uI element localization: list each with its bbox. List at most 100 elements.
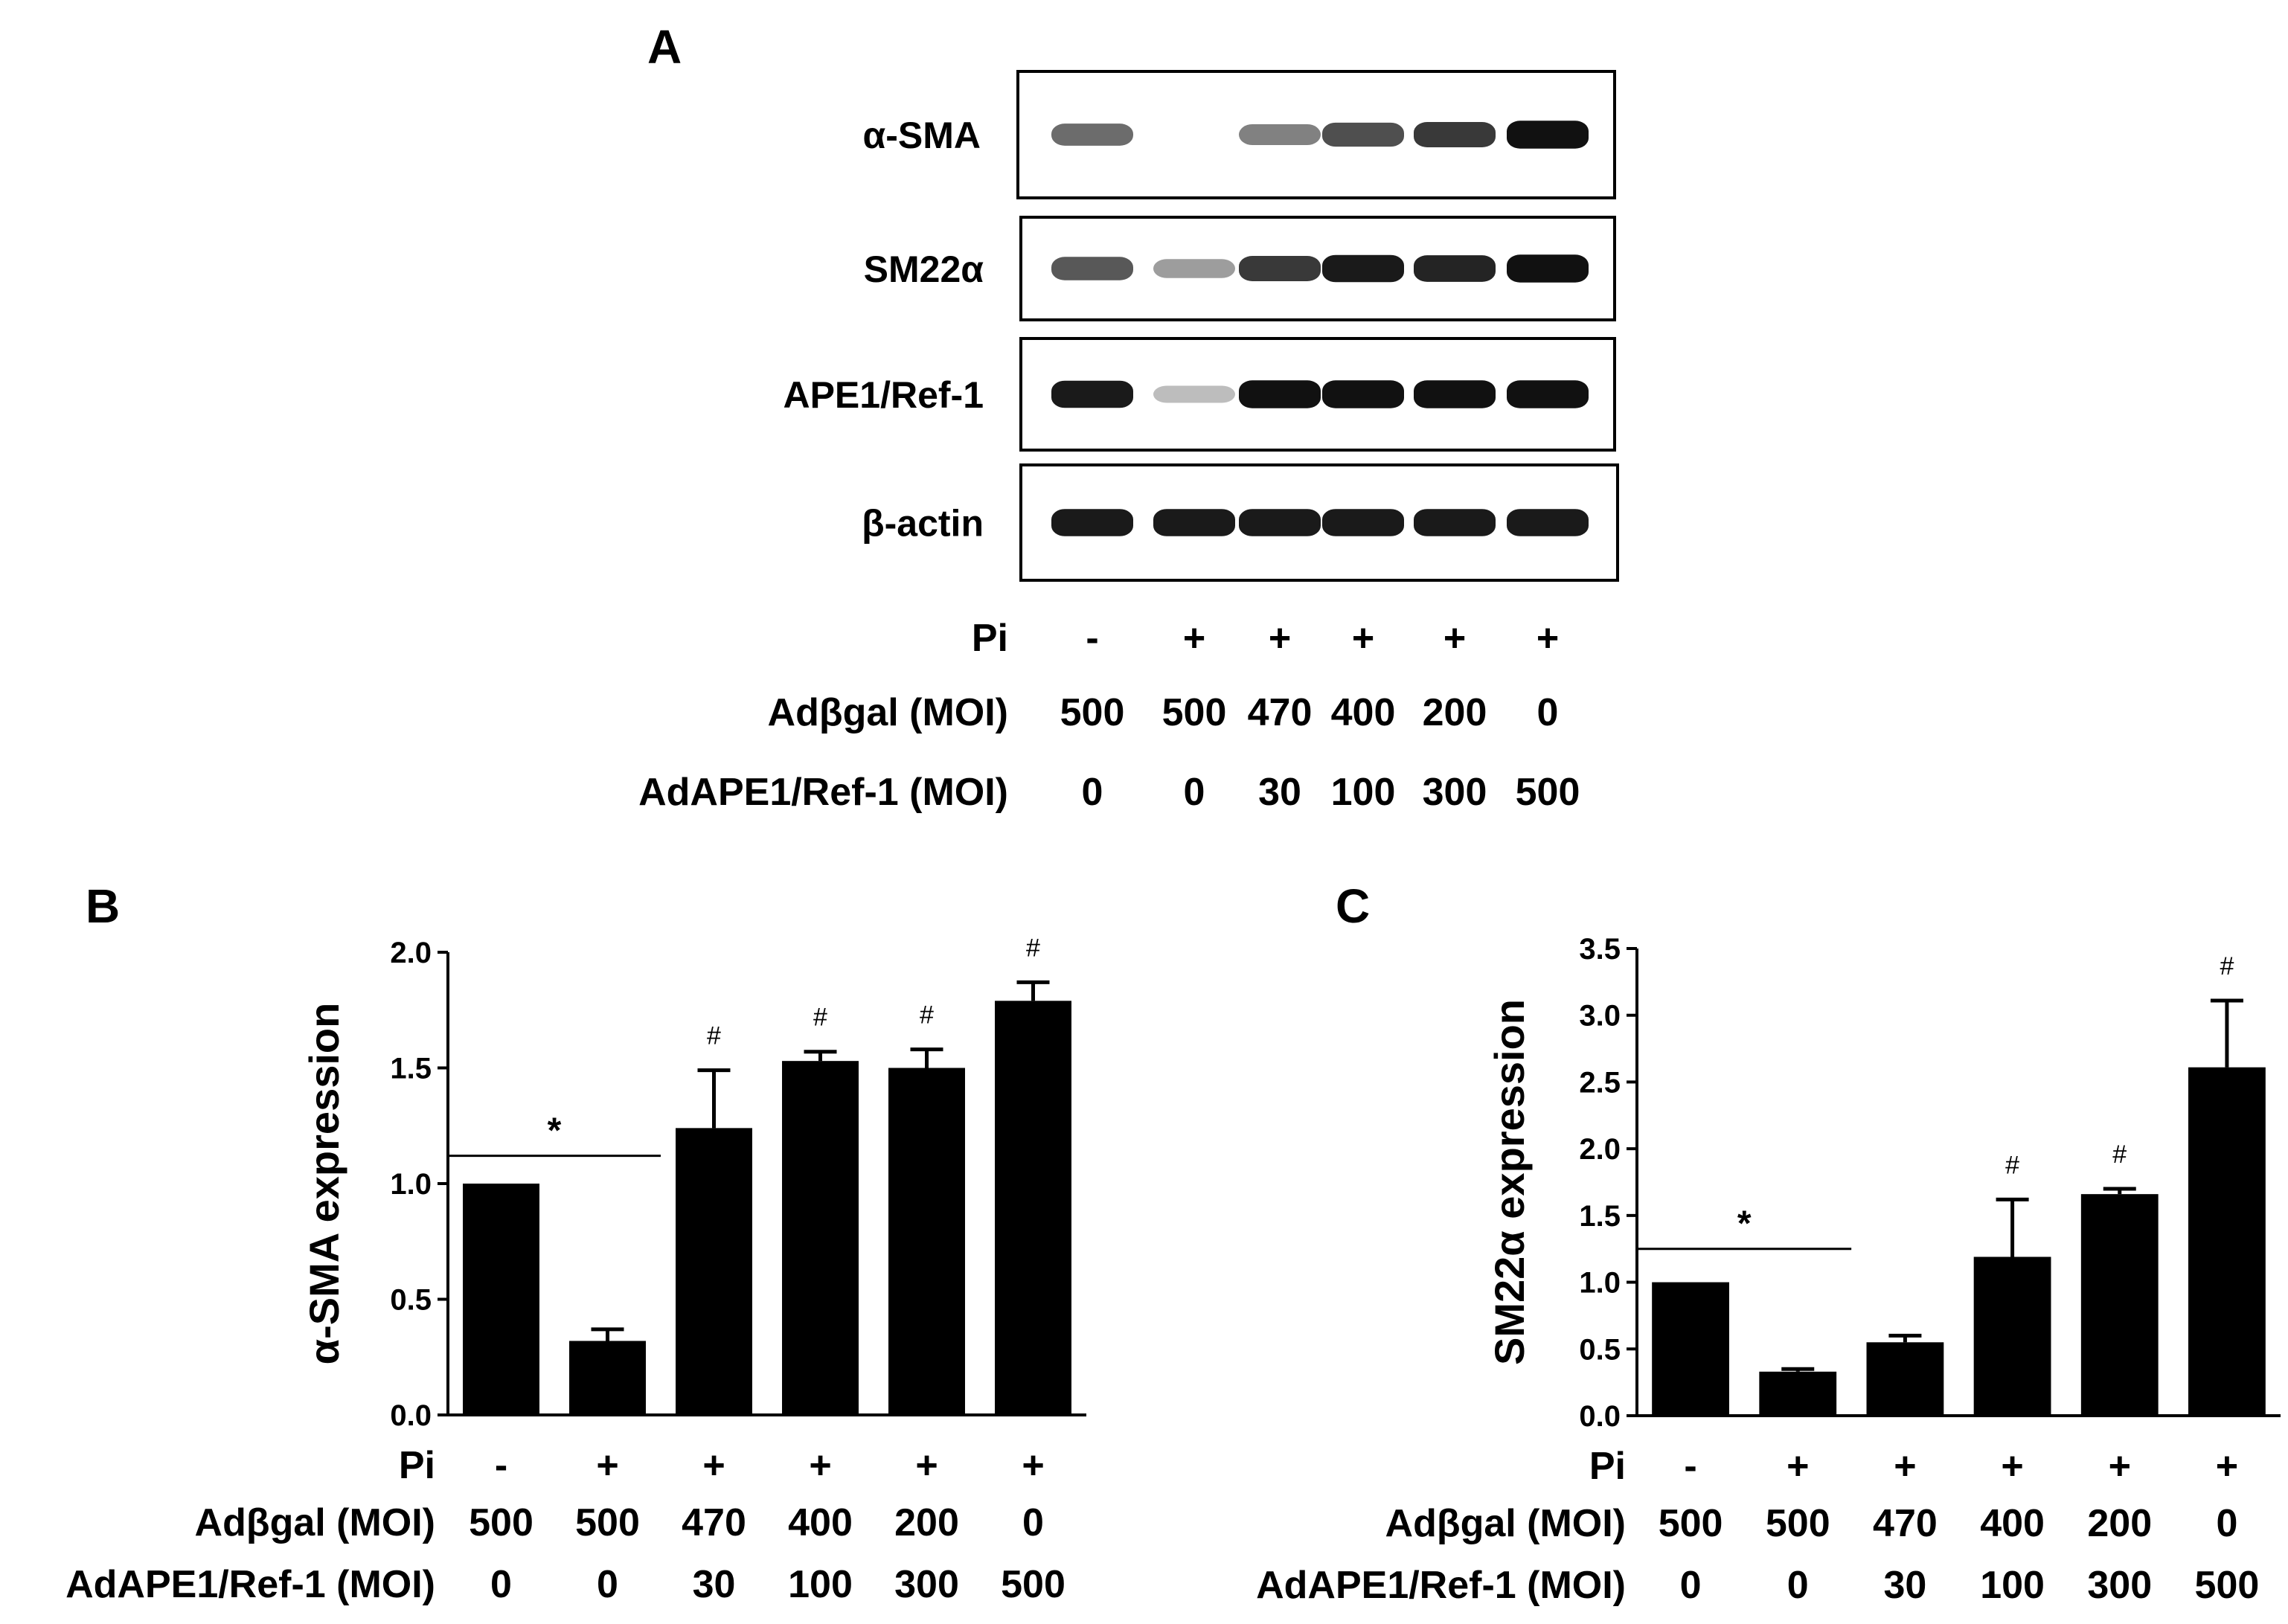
blot-3: APE1/Ref-1 [783,337,1616,452]
bar [569,1341,646,1415]
condition-value: 200 [894,1501,959,1544]
blot-band [1507,121,1589,149]
condition-value: - [1086,617,1098,660]
blot-2: SM22α [864,216,1616,321]
condition-value: 0 [1082,771,1103,814]
y-tick-label: 1.5 [390,1053,432,1085]
bar [1652,1282,1729,1416]
y-tick-label: 0.0 [390,1399,432,1432]
blot-band [1239,509,1321,536]
condition-value: 100 [788,1563,853,1606]
blot-band [1322,509,1404,536]
condition-value: 300 [1423,771,1487,814]
panel-c: C 0.0 0.5 1.0 1.5 2.0 2.5 3.0 3.5 SM22α expressi… [1256,879,2281,1607]
condition-value: 500 [2195,1564,2260,1607]
bar [995,1001,1071,1415]
significance-mark: # [707,1022,721,1050]
condition-value: 100 [1331,771,1396,814]
y-tick-label: 0.5 [1579,1333,1621,1366]
condition-value: 100 [1980,1564,2045,1607]
blot-band [1051,380,1133,408]
y-tick-label: 2.5 [1579,1066,1621,1099]
y-tick-label: 2.0 [1579,1133,1621,1166]
bar [2188,1067,2266,1416]
significance-mark: # [1026,934,1040,962]
condition-value: 0 [2216,1502,2237,1545]
condition-value: 470 [682,1501,746,1544]
condition-value: + [702,1444,725,1487]
bar [1973,1256,2051,1416]
condition-value: 500 [469,1501,533,1544]
condition-value: + [809,1444,831,1487]
y-tick-label: 3.0 [1579,1000,1621,1033]
blot-band [1239,123,1321,146]
condition-label: AdAPE1/Ref-1 (MOI) [65,1563,435,1606]
condition-value: 200 [2087,1502,2152,1545]
y-axis-label: SM22α expression [1486,999,1533,1365]
blot-band [1153,385,1235,403]
blot-band [1414,509,1496,536]
y-tick-label: 0.5 [390,1284,432,1317]
condition-value: 0 [1680,1564,1702,1607]
condition-value: 0 [1537,691,1559,734]
condition-label: Pi [399,1444,435,1487]
blot-band [1322,380,1404,408]
blot-band [1239,380,1321,408]
bar [1759,1371,1837,1416]
bar [2080,1194,2159,1416]
bar [888,1068,965,1415]
condition-value: + [1269,617,1291,660]
condition-value: + [1536,617,1559,660]
significance-mark: # [2005,1151,2019,1179]
condition-label: AdAPE1/Ref-1 (MOI) [1256,1564,1626,1607]
condition-value: 300 [2087,1564,2152,1607]
condition-value: + [1352,617,1374,660]
blot-band [1507,380,1589,408]
significance-mark: # [2220,952,2234,981]
condition-label: Adβgal (MOI) [195,1501,435,1544]
blot-band [1051,257,1133,280]
condition-value: 500 [1659,1502,1723,1545]
bar [676,1128,752,1415]
panel-a-conditions: Pi - + + + + + Adβgal (MOI) 500 500 470 400 200 0 AdAP… [638,617,1580,814]
condition-value: - [1684,1445,1696,1488]
significance-mark: # [813,1004,827,1032]
condition-value: 200 [1423,691,1487,734]
blot-label: APE1/Ref-1 [783,374,984,416]
condition-value: 470 [1873,1502,1938,1545]
y-tick-label: 2.0 [390,937,432,969]
condition-value: 500 [1001,1563,1066,1606]
condition-value: + [1894,1445,1916,1488]
condition-value: + [1183,617,1205,660]
condition-value: 0 [490,1563,512,1606]
significance-mark: # [2112,1140,2127,1169]
significance-mark: # [920,1001,934,1030]
panel-a-label: A [647,20,682,74]
condition-value: 500 [1060,691,1125,734]
condition-label: Adβgal (MOI) [768,691,1008,734]
chart-c: 0.0 0.5 1.0 1.5 2.0 2.5 3.0 3.5 SM22α expression… [1256,933,2281,1607]
y-tick-label: 0.0 [1579,1400,1621,1433]
blot-label: SM22α [864,248,984,290]
blot-label: β-actin [862,503,984,545]
significance-star: * [548,1111,562,1151]
bar [463,1184,539,1415]
blot-band [1051,509,1133,536]
condition-value: 400 [1980,1502,2045,1545]
condition-value: + [1443,617,1466,660]
bar [782,1061,859,1415]
condition-value: 30 [1258,771,1301,814]
condition-value: + [1022,1444,1044,1487]
condition-label: Pi [972,617,1008,660]
condition-value: 500 [1162,691,1227,734]
condition-value: 0 [1184,771,1205,814]
y-tick-label: 1.0 [1579,1267,1621,1300]
condition-value: 500 [1516,771,1580,814]
condition-value: 300 [894,1563,959,1606]
condition-value: 400 [788,1501,853,1544]
condition-value: 400 [1331,691,1396,734]
condition-value: + [2216,1445,2238,1488]
blot-band [1239,256,1321,281]
blot-band [1414,122,1496,147]
